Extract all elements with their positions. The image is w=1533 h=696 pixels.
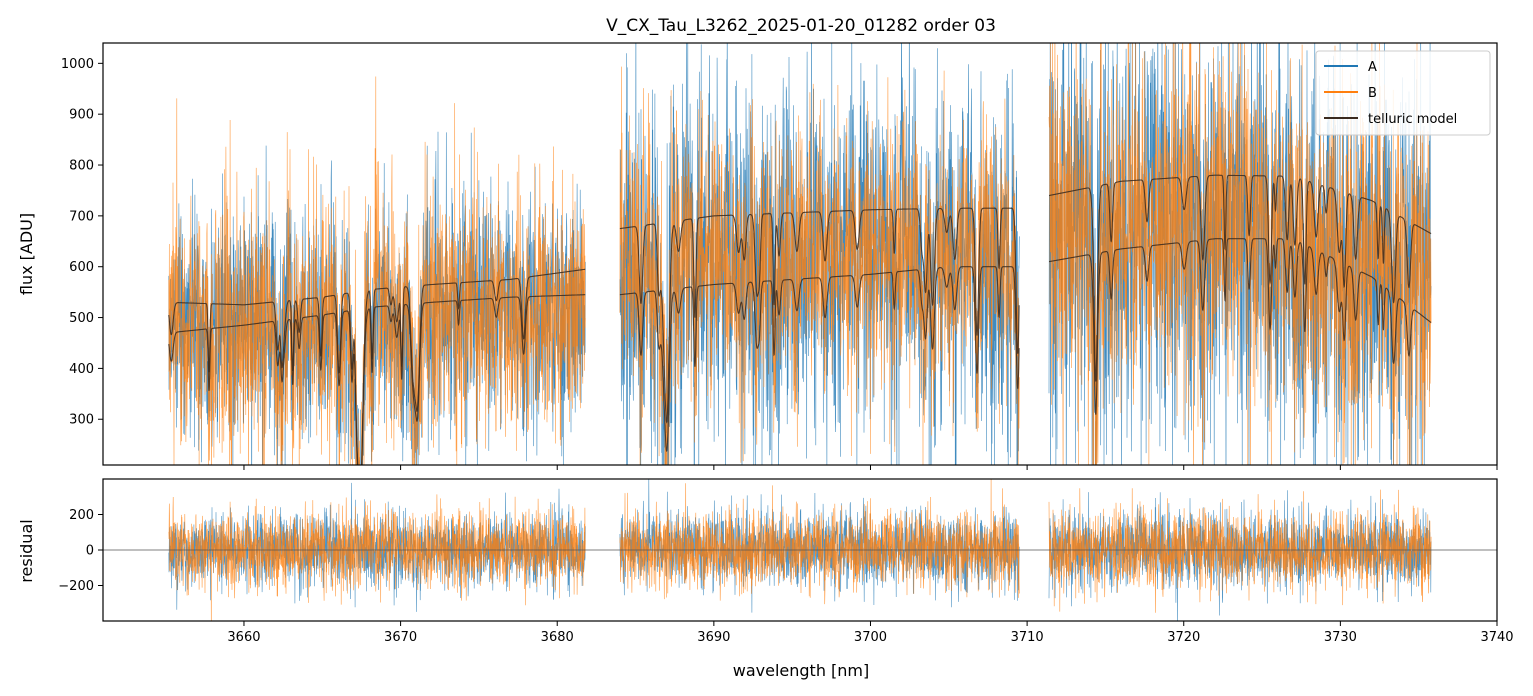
- y-tick-label-800: 800: [69, 159, 94, 174]
- flux-plot-area: [168, 43, 1432, 465]
- y-tick-label-900: 900: [69, 108, 94, 123]
- y-tick-label-200: 200: [69, 508, 94, 523]
- x-tick-label-3660: 3660: [227, 630, 260, 645]
- flux-series-B-segment-2: [619, 66, 1020, 465]
- residual-x-ticks: 3660 3670 3680 3690 3700 3710 3720 3730 3740: [227, 621, 1514, 645]
- x-tick-label-3720: 3720: [1167, 630, 1200, 645]
- residual-y-ticks: −200 0 200: [58, 508, 103, 594]
- telluric-model-lower-segment-2: [619, 266, 1020, 452]
- y-tick-label-400: 400: [69, 362, 94, 377]
- legend-telluric-label: telluric model: [1368, 112, 1457, 127]
- telluric-model-upper-segment-1: [168, 268, 586, 465]
- telluric-model-lower-segment-1: [168, 294, 586, 465]
- residual-series-B-segment-3: [1048, 488, 1432, 613]
- legend-A-label: A: [1368, 60, 1377, 75]
- legend-B-label: B: [1368, 86, 1377, 101]
- y-tick-label-700: 700: [69, 209, 94, 224]
- flux-series-B-segment-3: [1048, 43, 1432, 465]
- y-tick-label-1000: 1000: [61, 57, 94, 72]
- x-tick-label-3690: 3690: [697, 630, 730, 645]
- chart-title: V_CX_Tau_L3262_2025-01-20_01282 order 03: [606, 16, 996, 36]
- y-tick-label-500: 500: [69, 311, 94, 326]
- y-tick-label-300: 300: [69, 413, 94, 428]
- x-tick-label-3730: 3730: [1324, 630, 1357, 645]
- legend-box: [1315, 50, 1491, 136]
- y-tick-label-0: 0: [86, 544, 94, 559]
- telluric-model-upper-segment-2: [619, 207, 1020, 424]
- legend: A B telluric model: [1315, 50, 1491, 136]
- flux-series-B-segment-1: [168, 76, 586, 465]
- y-tick-label-600: 600: [69, 260, 94, 275]
- x-axis-label: wavelength [nm]: [733, 661, 870, 680]
- x-tick-label-3700: 3700: [854, 630, 887, 645]
- x-tick-label-3680: 3680: [541, 630, 574, 645]
- x-tick-label-3740: 3740: [1480, 630, 1513, 645]
- y-tick-label--200: −200: [58, 579, 94, 594]
- residual-plot-area: [103, 479, 1497, 621]
- residual-series-B-segment-1: [168, 494, 586, 621]
- x-tick-label-3710: 3710: [1011, 630, 1044, 645]
- x-tick-label-3670: 3670: [384, 630, 417, 645]
- flux-panel: 300 400 500 600 700 800 900 1000 flux [ADU] A B…: [17, 42, 1498, 470]
- flux-x-ticks: [243, 465, 1498, 470]
- flux-y-ticks: 300 400 500 600 700 800 900 1000: [61, 57, 103, 428]
- flux-axes-frame: [102, 42, 1498, 466]
- telluric-model-upper-segment-3: [1049, 174, 1432, 382]
- residual-panel: −200 0 200 3660 3670 3680 3690 3700 3710 3720 373…: [17, 478, 1514, 680]
- residual-y-axis-label: residual: [17, 519, 36, 582]
- telluric-model-lower-segment-3: [1049, 238, 1432, 415]
- flux-y-axis-label: flux [ADU]: [17, 213, 36, 295]
- residual-series-B-segment-2: [619, 479, 1020, 605]
